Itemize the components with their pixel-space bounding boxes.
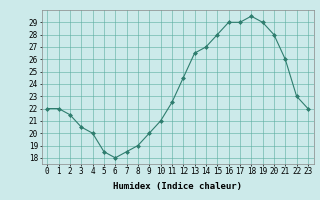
X-axis label: Humidex (Indice chaleur): Humidex (Indice chaleur) — [113, 182, 242, 191]
